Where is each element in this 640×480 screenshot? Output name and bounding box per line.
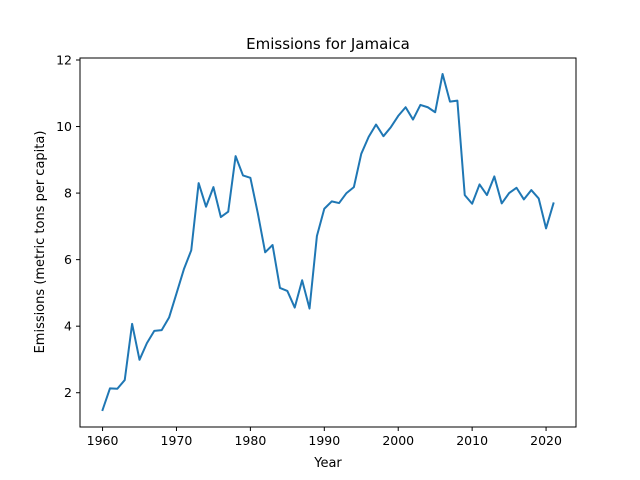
x-tick-label: 2000 [382,433,414,448]
y-tick-label: 8 [64,186,72,201]
x-tick-label: 1970 [161,433,193,448]
y-tick-label: 12 [56,52,72,67]
plot-area [101,72,555,412]
x-tick-label: 1990 [308,433,340,448]
y-tick-label: 2 [64,385,72,400]
y-axis-label: Emissions (metric tons per capita) [33,131,48,354]
x-axis: 1960 1970 1980 1990 2000 2010 2020 [87,427,562,448]
y-tick-label: 6 [64,252,72,267]
x-axis-label: Year [313,456,342,471]
y-axis: 2 4 6 8 10 12 [56,52,80,400]
series-line-emissions [101,72,555,412]
x-tick-label: 2010 [456,433,488,448]
chart-title: Emissions for Jamaica [246,35,410,53]
x-tick-label: 2020 [530,433,562,448]
y-tick-label: 4 [64,319,72,334]
x-tick-label: 1960 [87,433,119,448]
plot-frame [79,57,577,428]
y-tick-label: 10 [56,119,72,134]
x-tick-label: 1980 [234,433,266,448]
